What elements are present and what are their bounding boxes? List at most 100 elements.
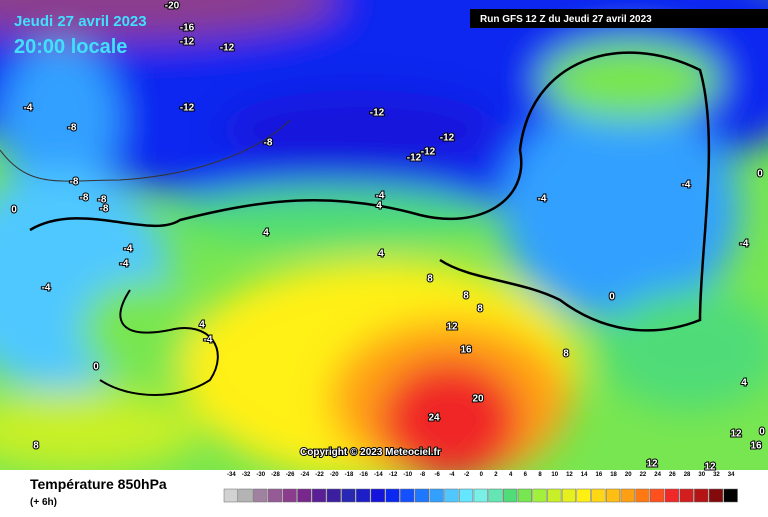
color-swatch	[503, 488, 518, 503]
contour-label: 4	[376, 201, 382, 212]
color-swatch	[458, 488, 474, 503]
contour-label: 4	[378, 249, 384, 260]
legend-tick-label: -22	[315, 472, 324, 478]
color-swatch	[311, 488, 327, 503]
contour-label: -8	[264, 138, 273, 149]
color-swatch	[429, 488, 444, 503]
color-swatch	[473, 488, 488, 503]
contour-label: -12	[440, 133, 455, 144]
legend-tick-label: -14	[374, 472, 383, 478]
legend-tick-label: 6	[524, 472, 528, 478]
legend-tick-label: 2	[494, 472, 498, 478]
legend-tick-label: 32	[713, 472, 720, 478]
contour-label: 0	[757, 169, 763, 180]
contour-label: -12	[370, 108, 385, 119]
color-swatch	[444, 488, 459, 503]
contour-label: 8	[463, 291, 469, 302]
contour-label: 0	[11, 205, 17, 216]
color-swatch	[576, 488, 591, 503]
copyright: Copyright © 2023 Meteociel.fr	[300, 447, 441, 458]
color-swatch	[238, 488, 253, 503]
legend-tick-label: -6	[434, 472, 440, 478]
legend-tick-label: 10	[551, 472, 558, 478]
legend-tick-label: 24	[654, 472, 661, 478]
legend-tick-label: -16	[359, 472, 368, 478]
contour-label: -12	[180, 37, 195, 48]
contour-label: 16	[460, 345, 472, 356]
color-swatch	[356, 488, 371, 503]
legend-tick-label: 20	[625, 472, 632, 478]
contour-label: -8	[100, 204, 109, 215]
contour-label: 8	[33, 441, 39, 452]
contour-label: 12	[446, 322, 458, 333]
legend-tick-label: -28	[271, 472, 280, 478]
legend-tick-label: -8	[420, 472, 426, 478]
contour-label: 24	[428, 413, 440, 424]
legend-tick-label: 18	[610, 472, 617, 478]
contour-label: -20	[165, 1, 180, 12]
legend-tick-label: 28	[684, 472, 691, 478]
color-swatch	[723, 488, 738, 503]
color-swatch	[282, 488, 297, 503]
legend-tick-label: -4	[449, 472, 455, 478]
color-swatch	[267, 488, 283, 503]
contour-label: -4	[538, 194, 547, 205]
legend-tick-label: 30	[698, 472, 705, 478]
color-swatch	[385, 488, 400, 503]
color-swatch	[694, 488, 709, 503]
color-swatch	[517, 488, 532, 503]
contour-label: -4	[42, 283, 51, 294]
contour-label: -16	[180, 23, 195, 34]
color-swatch	[532, 488, 547, 503]
contour-label: -12	[180, 103, 195, 114]
color-swatch	[414, 488, 430, 503]
color-swatch	[635, 488, 650, 503]
contour-label: -8	[70, 177, 79, 188]
contour-label: -4	[120, 259, 129, 270]
color-swatch	[223, 488, 238, 503]
contour-label: 0	[609, 292, 615, 303]
legend-tick-label: -18	[345, 472, 354, 478]
contour-label: -4	[682, 180, 691, 191]
contour-label: 8	[477, 304, 483, 315]
legend-tick-label: -12	[389, 472, 398, 478]
contour-label: -12	[421, 147, 436, 158]
run-box	[470, 9, 768, 28]
color-swatch	[400, 488, 415, 503]
color-swatch	[620, 488, 635, 503]
legend-tick-label: 22	[640, 472, 647, 478]
color-swatch	[341, 488, 356, 503]
legend-tick-label: 12	[566, 472, 573, 478]
color-swatch	[370, 488, 385, 503]
legend-tick-label: -24	[301, 472, 310, 478]
contour-label: 8	[427, 274, 433, 285]
legend-tick-label: -30	[256, 472, 265, 478]
color-swatch	[679, 488, 694, 503]
legend-tick-label: -20	[330, 472, 339, 478]
legend-tick-label: -34	[227, 472, 236, 478]
contour-label: -12	[407, 153, 422, 164]
legend-tick-label: -10	[403, 472, 412, 478]
run-info: Run GFS 12 Z du Jeudi 27 avril 2023	[480, 14, 652, 25]
color-swatch	[326, 488, 341, 503]
contour-label: 16	[750, 441, 762, 452]
legend-tick-label: 8	[538, 472, 542, 478]
contour-label: 12	[704, 462, 716, 473]
contour-label: -4	[204, 335, 213, 346]
time: 20:00 locale	[14, 36, 127, 58]
legend-tick-label: -32	[242, 472, 251, 478]
color-swatch	[708, 488, 724, 503]
contour-label: -4	[740, 239, 749, 250]
legend-tick-label: 26	[669, 472, 676, 478]
legend-tick-label: 14	[581, 472, 588, 478]
contour-label: -8	[98, 195, 107, 206]
color-swatch	[297, 488, 312, 503]
contour-label: 12	[646, 459, 658, 470]
legend-tick-label: 4	[509, 472, 513, 478]
contour-label: 20	[472, 394, 484, 405]
legend-tick-label: 16	[596, 472, 603, 478]
contour-label: 4	[741, 378, 747, 389]
color-swatch	[591, 488, 606, 503]
legend-tick-label: -26	[286, 472, 295, 478]
